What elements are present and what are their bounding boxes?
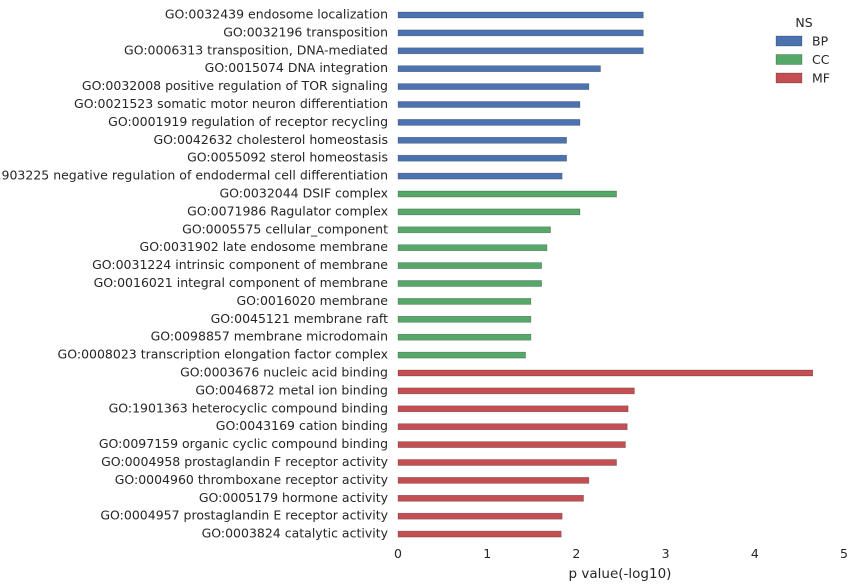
legend-label: BP <box>812 34 829 49</box>
category-label: GO:0045121 membrane raft <box>211 311 389 326</box>
bar <box>397 208 581 216</box>
category-label: GO:0097159 organic cyclic compound bindi… <box>99 436 388 451</box>
category-label: GO:0003824 catalytic activity <box>202 526 389 541</box>
category-label: GO:0021523 somatic motor neuron differen… <box>74 96 388 111</box>
category-label: GO:0015074 DNA integration <box>205 60 388 75</box>
bar <box>397 190 617 198</box>
legend-swatch <box>775 54 803 65</box>
category-label: GO:0003676 nucleic acid binding <box>180 365 388 380</box>
category-label: GO:0016020 membrane <box>236 293 388 308</box>
legend-title: NS <box>795 15 812 30</box>
category-label: GO:0055092 sterol homeostasis <box>187 150 388 165</box>
bar <box>397 154 567 162</box>
category-label: GO:0032044 DSIF complex <box>219 186 388 201</box>
category-label: GO:0043169 cation binding <box>216 418 388 433</box>
bar <box>397 387 635 395</box>
category-label: GO:0016021 integral component of membran… <box>94 275 389 290</box>
bar <box>397 494 584 502</box>
bar <box>397 423 628 431</box>
legend-label: MF <box>812 71 830 86</box>
category-label: GO:0004957 prostaglandin E receptor acti… <box>100 508 388 523</box>
category-labels: GO:0032439 endosome localization GO:00321… <box>0 7 389 541</box>
x-tick-label: 5 <box>840 546 848 561</box>
bar-group <box>397 11 814 538</box>
x-tick-label: 1 <box>483 546 491 561</box>
bar <box>397 244 548 251</box>
bar <box>397 298 532 305</box>
bar <box>397 101 581 108</box>
bar <box>397 351 526 359</box>
category-label: GO:0032196 transposition <box>223 24 388 39</box>
bar <box>397 459 617 466</box>
bar <box>397 477 590 484</box>
category-label: GO:0098857 membrane microdomain <box>151 329 388 344</box>
x-tick-label: 2 <box>572 546 580 561</box>
bar <box>397 441 626 448</box>
bar <box>397 226 551 234</box>
category-label: GO:0004960 thromboxane receptor activity <box>115 472 389 487</box>
legend-swatch <box>775 35 803 47</box>
category-label: GO:1901363 heterocyclic compound binding <box>109 400 388 415</box>
category-label: GO:0005179 hormone activity <box>199 490 389 505</box>
x-tick-label: 3 <box>662 546 670 561</box>
category-label: GO:0006313 transposition, DNA-mediated <box>124 42 388 57</box>
legend-swatch <box>775 72 803 84</box>
x-tick-label: 4 <box>751 546 759 561</box>
bar <box>397 333 532 341</box>
legend: NS BP CC MF <box>775 15 830 86</box>
x-axis-title: p value(-log10) <box>569 566 672 582</box>
x-axis: 0 1 2 3 4 5 <box>394 546 848 561</box>
bar <box>397 29 644 37</box>
category-label: GO:0071986 Ragulator complex <box>187 203 388 218</box>
bar <box>397 530 562 538</box>
bar <box>397 405 629 413</box>
category-label: GO:0005575 cellular_component <box>182 221 388 236</box>
x-tick-label: 0 <box>394 546 402 561</box>
bar <box>397 47 644 55</box>
bar <box>397 65 601 72</box>
bar <box>397 315 532 323</box>
category-label: GO:0001919 regulation of receptor recycl… <box>108 114 388 129</box>
bar <box>397 137 567 144</box>
bar <box>397 512 563 520</box>
bar <box>397 369 814 377</box>
bar <box>397 262 542 269</box>
category-label: GO:0046872 metal ion binding <box>195 382 388 397</box>
category-label: GO:1903225 negative regulation of endode… <box>0 168 388 183</box>
bar <box>397 11 644 19</box>
legend-entries: BP CC MF <box>775 34 830 86</box>
category-label: GO:0042632 cholesterol homeostasis <box>154 132 389 147</box>
bar <box>397 280 542 287</box>
category-label: GO:0032439 endosome localization <box>165 7 388 22</box>
category-label: GO:0031224 intrinsic component of membra… <box>92 257 388 272</box>
category-label: GO:0032008 positive regulation of TOR si… <box>82 78 388 93</box>
category-label: GO:0031902 late endosome membrane <box>140 239 389 254</box>
category-label: GO:0008023 transcription elongation fact… <box>58 347 388 362</box>
legend-label: CC <box>812 52 830 67</box>
category-label: GO:0004958 prostaglandin F receptor acti… <box>101 454 389 469</box>
bar <box>397 119 581 126</box>
bar <box>397 83 590 90</box>
bar <box>397 172 563 180</box>
